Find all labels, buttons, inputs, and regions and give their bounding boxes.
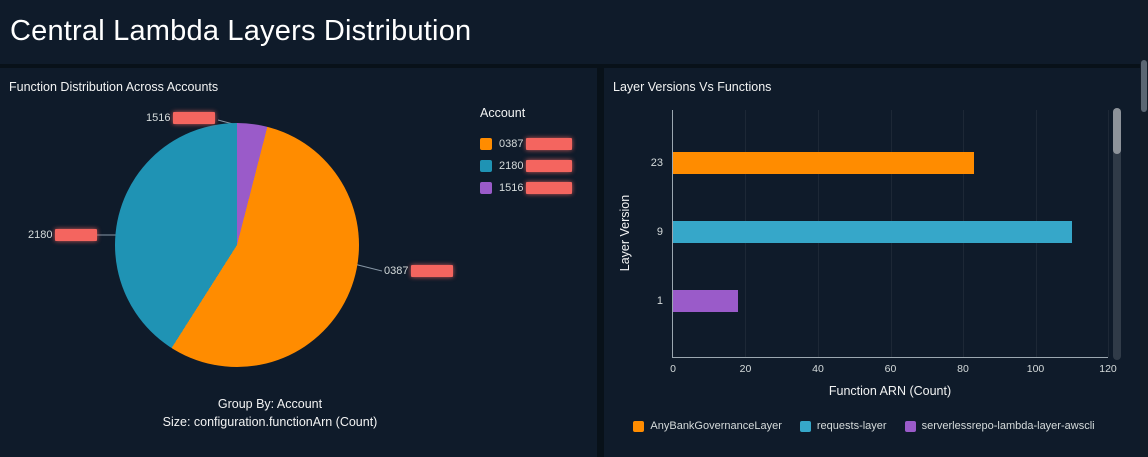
bar-rows: 23 9 1 xyxy=(651,110,1108,357)
legend-label: serverlessrepo-lambda-layer-awscli xyxy=(921,420,1095,432)
x-axis-label: Function ARN (Count) xyxy=(828,384,952,398)
pie-size-metric: Size: configuration.functionArn (Count) xyxy=(162,414,378,429)
pie-callout-label: 1516 xyxy=(146,112,171,124)
y-tick-label: 23 xyxy=(650,156,663,169)
pie-callout-label: 2180 xyxy=(28,229,53,241)
bar-legend: AnyBankGovernanceLayer requests-layer se… xyxy=(604,420,1124,432)
redaction-box xyxy=(526,138,573,150)
gridline xyxy=(1108,110,1109,357)
pie-callout-label: 0387 xyxy=(384,265,409,277)
pie-callout-purple: 1516 xyxy=(146,112,216,124)
bar-AnyBankGovernanceLayer[interactable] xyxy=(673,151,974,174)
legend-swatch xyxy=(480,138,492,150)
legend-swatch xyxy=(480,182,492,194)
pie-group-by: Group By: Account xyxy=(217,397,323,411)
pie-legend-item-purple[interactable]: 1516 xyxy=(480,182,573,194)
legend-swatch xyxy=(480,160,492,172)
pie-legend: Account 0387 2180 1516 xyxy=(480,106,573,204)
pie-panel: Function Distribution Across Accounts 15… xyxy=(0,68,597,457)
legend-label: AnyBankGovernanceLayer xyxy=(650,420,782,432)
x-tick-label: 20 xyxy=(739,363,752,375)
legend-swatch xyxy=(633,420,645,432)
pie-panel-title: Function Distribution Across Accounts xyxy=(9,80,219,94)
pie-legend-item-orange[interactable]: 0387 xyxy=(480,138,573,150)
bar-row: 1 xyxy=(657,266,1108,335)
pie-legend-item-blue[interactable]: 2180 xyxy=(480,160,573,172)
bar-panel-title: Layer Versions Vs Functions xyxy=(613,80,772,94)
y-tick-label: 9 xyxy=(656,225,663,238)
pie-callout-orange: 0387 xyxy=(384,265,454,277)
x-tick-label: 40 xyxy=(812,363,824,375)
dashboard-header: Central Lambda Layers Distribution xyxy=(0,0,1140,64)
x-tick-label: 80 xyxy=(957,363,969,375)
redaction-box xyxy=(526,182,573,194)
bar-legend-item-blue[interactable]: requests-layer xyxy=(799,420,887,432)
legend-swatch xyxy=(904,420,916,432)
page-title: Central Lambda Layers Distribution xyxy=(10,15,472,47)
bar-plot-area: 23 9 1 0 20 40 60 80 100 120 xyxy=(651,110,1117,375)
legend-label: 0387 xyxy=(499,138,524,150)
pie-callout-blue: 2180 xyxy=(28,229,98,241)
legend-swatch xyxy=(799,420,811,432)
panel-scrollbar[interactable] xyxy=(1113,108,1121,360)
bar-requests-layer[interactable] xyxy=(673,220,1072,243)
redaction-box xyxy=(411,265,454,277)
redaction-box xyxy=(526,160,573,172)
bar-legend-item-purple[interactable]: serverlessrepo-lambda-layer-awscli xyxy=(904,420,1095,432)
x-tick-label: 100 xyxy=(1026,363,1045,375)
bar-panel: Layer Versions Vs Functions Layer Versio… xyxy=(604,68,1140,457)
legend-label: 2180 xyxy=(499,160,524,172)
redaction-box xyxy=(173,112,216,124)
bar-row: 23 xyxy=(651,128,1108,197)
bar-serverlessrepo-lambda-layer-awscli[interactable] xyxy=(673,289,739,312)
page-scrollbar-thumb[interactable] xyxy=(1141,60,1147,112)
pie-chart[interactable] xyxy=(115,123,359,367)
y-axis-label: Layer Version xyxy=(618,194,632,272)
bar-legend-item-orange[interactable]: AnyBankGovernanceLayer xyxy=(633,420,782,432)
x-tick-label: 60 xyxy=(884,363,897,375)
legend-label: 1516 xyxy=(499,182,524,194)
y-tick-label: 1 xyxy=(656,294,663,307)
x-tick-label: 0 xyxy=(670,363,676,375)
redaction-box xyxy=(55,229,98,241)
x-tick-label: 120 xyxy=(1099,363,1117,375)
legend-label: requests-layer xyxy=(816,420,887,432)
page-scrollbar[interactable] xyxy=(1140,0,1148,457)
bar-row: 9 xyxy=(657,197,1108,266)
pie-footer: Group By: Account Size: configuration.fu… xyxy=(0,396,540,431)
pie-legend-title: Account xyxy=(480,106,526,120)
panel-scrollbar-thumb[interactable] xyxy=(1113,108,1121,154)
